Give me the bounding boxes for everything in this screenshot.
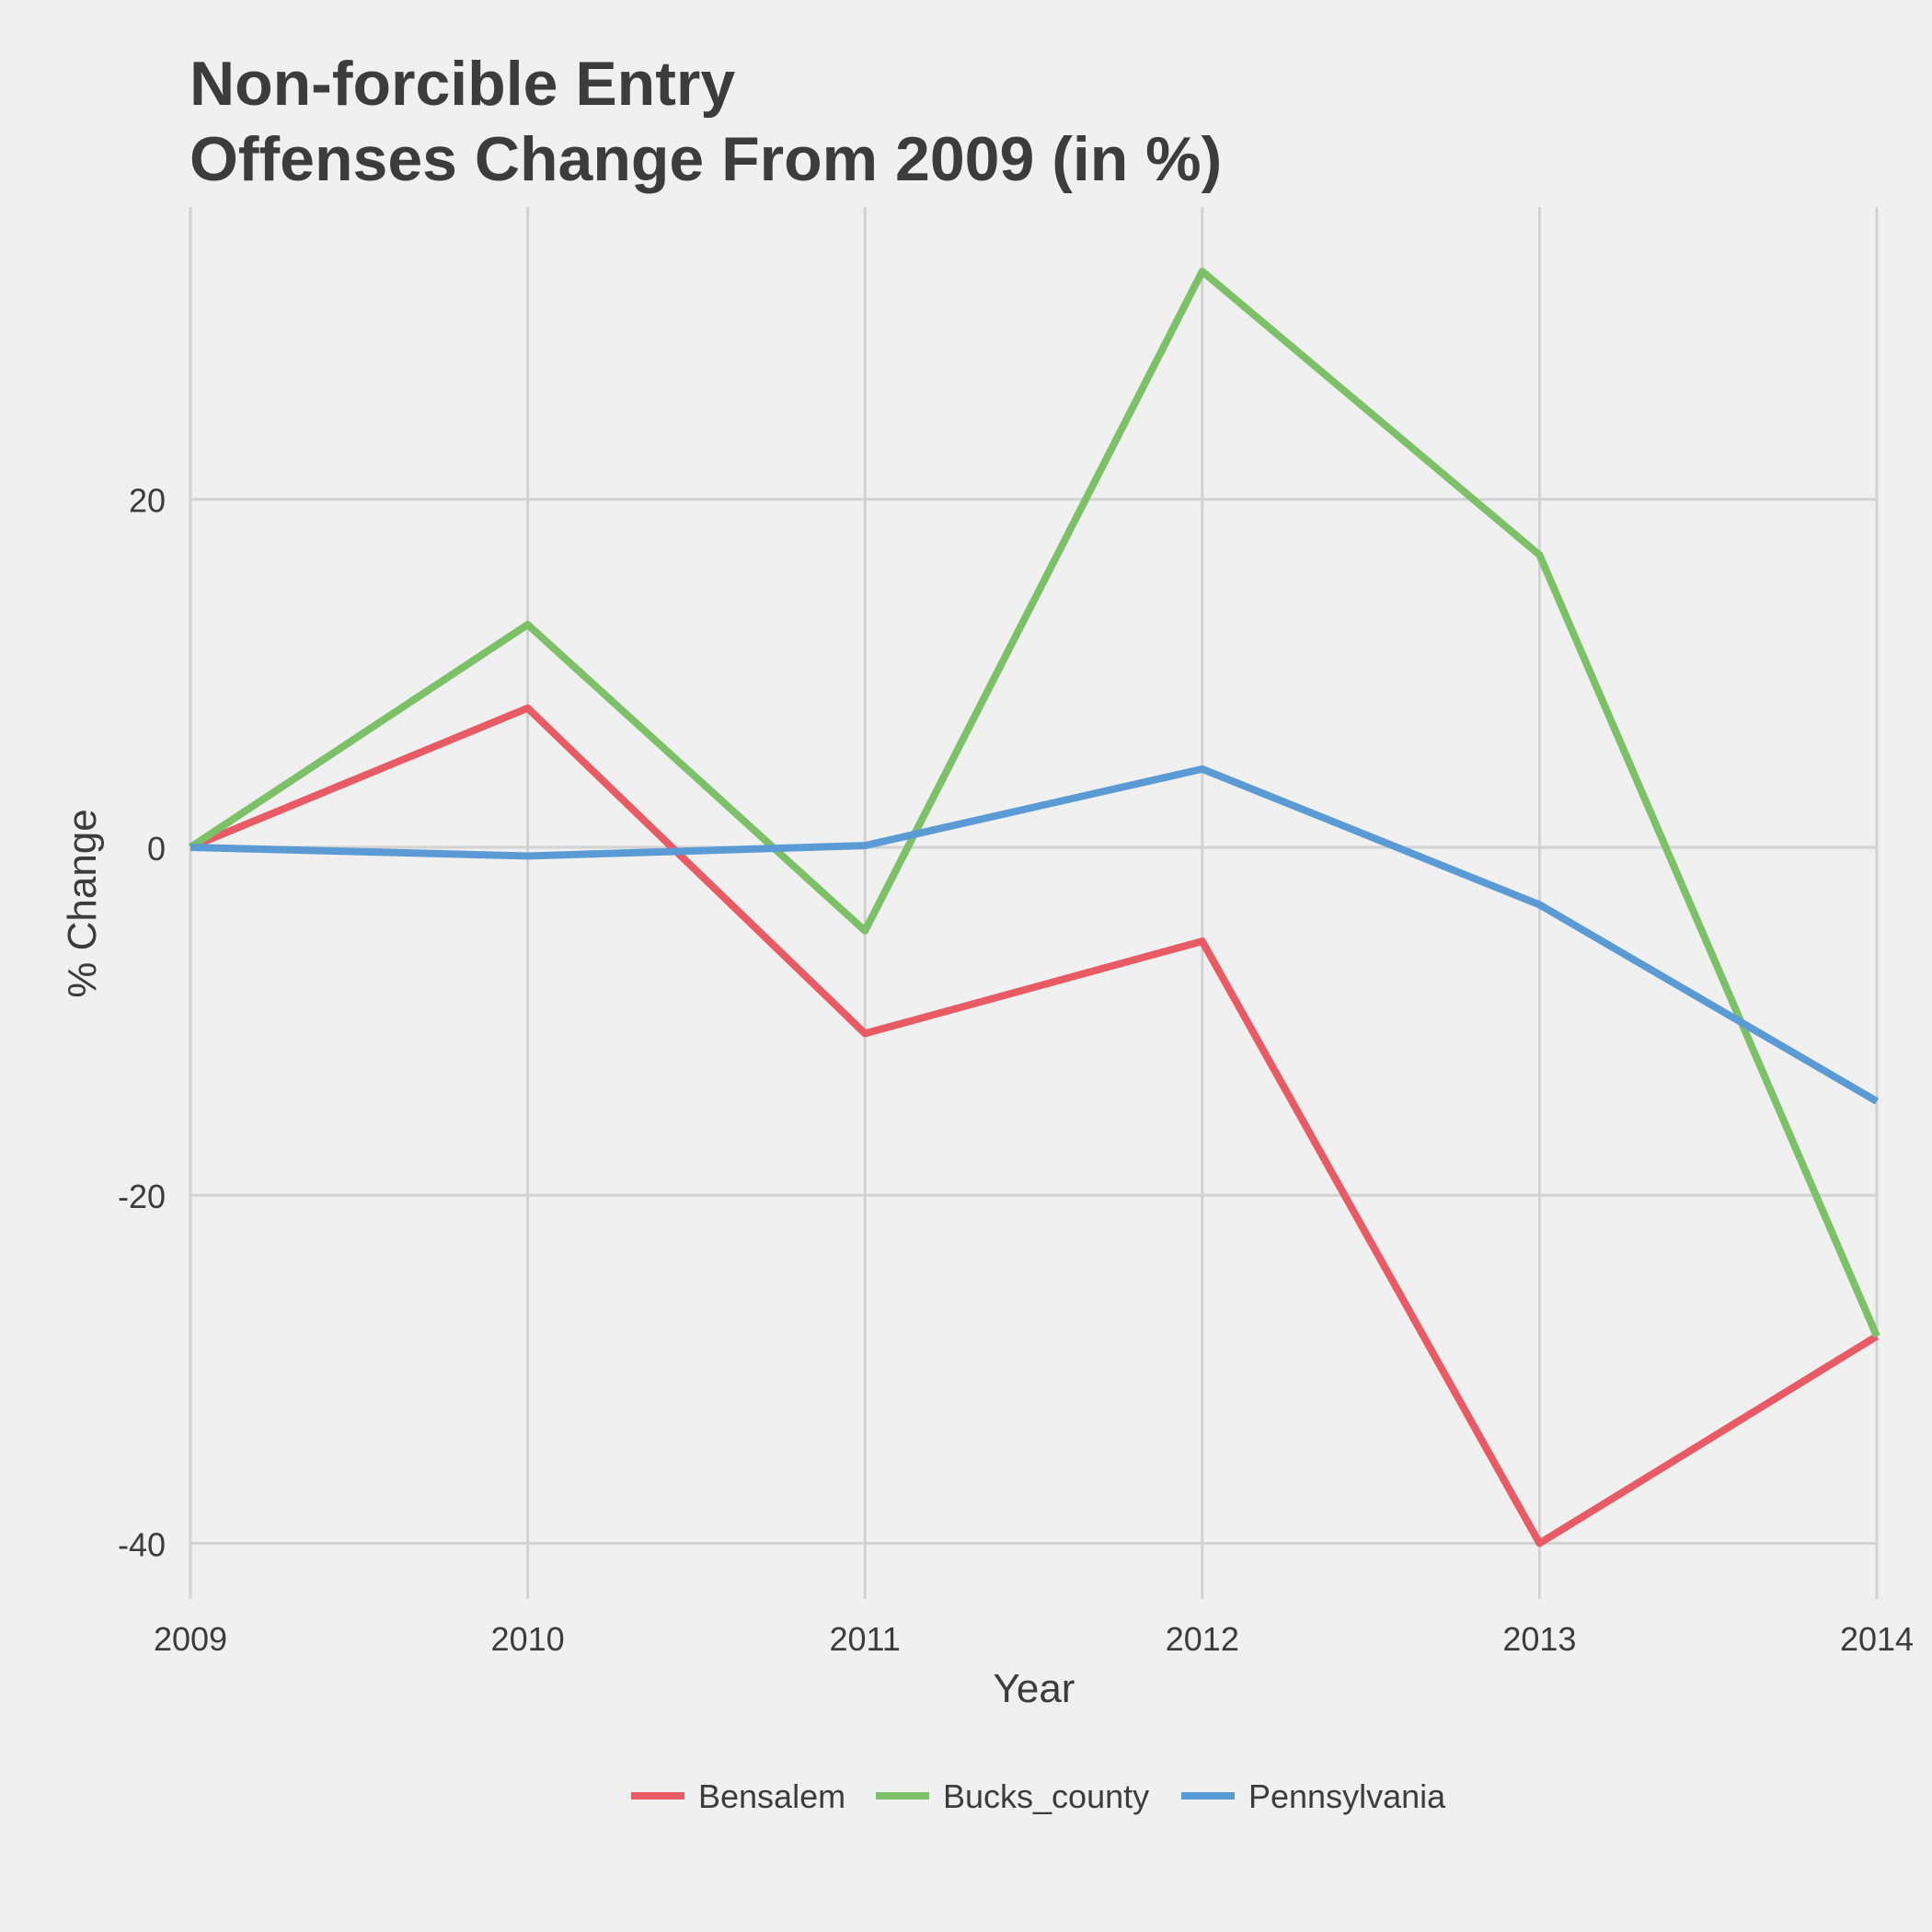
- series-line-pennsylvania: [190, 765, 1880, 1105]
- chart-title-line-1: Non-forcible Entry: [190, 49, 735, 119]
- chart-title-line-2: Offenses Change From 2009 (in %): [190, 124, 1222, 194]
- y-axis-ticks: 20 0 -20 -40: [118, 482, 166, 1564]
- x-tick-label: 2010: [491, 1620, 565, 1658]
- grid-lines: [189, 207, 1879, 1599]
- chart-title: Non-forcible Entry Offenses Change From …: [190, 49, 1222, 194]
- y-tick-label: -40: [118, 1525, 166, 1563]
- x-axis-ticks: 2009 2010 2011 2012 2013 2014: [154, 1620, 1914, 1658]
- x-tick-label: 2009: [154, 1620, 227, 1658]
- x-tick-label: 2012: [1166, 1620, 1239, 1658]
- x-axis-title: Year: [994, 1666, 1075, 1711]
- x-tick-label: 2014: [1840, 1620, 1914, 1658]
- legend-label: Bensalem: [698, 1777, 845, 1815]
- series-lines: [188, 267, 1880, 1547]
- y-tick-label: 20: [129, 482, 166, 520]
- series-line-bucks-county: [188, 267, 1880, 1339]
- y-tick-label: -20: [118, 1178, 166, 1215]
- y-axis-title: % Change: [60, 809, 105, 997]
- y-tick-label: 0: [147, 830, 166, 868]
- series-line-bensalem: [189, 704, 1880, 1547]
- legend-label: Pennsylvania: [1248, 1777, 1446, 1815]
- legend: Bensalem Bucks_county Pennsylvania: [631, 1777, 1446, 1815]
- x-tick-label: 2011: [829, 1620, 900, 1658]
- x-tick-label: 2013: [1502, 1620, 1576, 1658]
- legend-label: Bucks_county: [943, 1777, 1149, 1815]
